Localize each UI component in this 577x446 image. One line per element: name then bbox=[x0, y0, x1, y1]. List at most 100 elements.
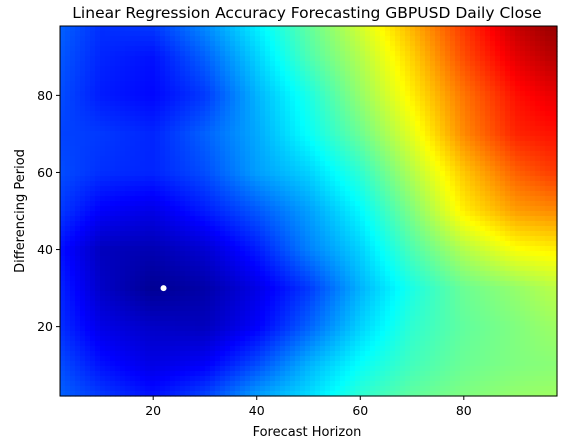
heatmap-cell bbox=[405, 166, 411, 172]
heatmap-cell bbox=[180, 41, 186, 47]
heatmap-cell bbox=[480, 111, 486, 117]
heatmap-cell bbox=[120, 151, 126, 157]
heatmap-cell bbox=[450, 51, 456, 57]
heatmap-cell bbox=[555, 196, 558, 202]
heatmap-cell bbox=[250, 141, 256, 147]
heatmap-cell bbox=[240, 156, 246, 162]
heatmap-cell bbox=[155, 186, 161, 192]
heatmap-cell bbox=[280, 156, 286, 162]
heatmap-cell bbox=[335, 81, 341, 87]
heatmap-cell bbox=[60, 86, 66, 92]
heatmap-cell bbox=[540, 231, 546, 237]
heatmap-cell bbox=[95, 246, 101, 252]
heatmap-cell bbox=[200, 111, 206, 117]
heatmap-cell bbox=[110, 266, 116, 272]
heatmap-cell bbox=[540, 46, 546, 52]
heatmap-cell bbox=[285, 216, 291, 222]
heatmap-cell bbox=[510, 31, 516, 37]
heatmap-cell bbox=[110, 101, 116, 107]
heatmap-cell bbox=[75, 131, 81, 137]
heatmap-cell bbox=[315, 91, 321, 97]
heatmap-cell bbox=[210, 51, 216, 57]
heatmap-cell bbox=[535, 31, 541, 37]
heatmap-cell bbox=[90, 56, 96, 62]
heatmap-cell bbox=[295, 26, 301, 32]
heatmap-cell bbox=[315, 126, 321, 132]
heatmap-cell bbox=[490, 271, 496, 277]
heatmap-cell bbox=[355, 186, 361, 192]
heatmap-cell bbox=[95, 216, 101, 222]
heatmap-cell bbox=[475, 31, 481, 37]
heatmap-cell bbox=[485, 151, 491, 157]
heatmap-cell bbox=[255, 256, 261, 262]
heatmap-cell bbox=[125, 256, 131, 262]
heatmap-cell bbox=[445, 131, 451, 137]
heatmap-cell bbox=[135, 136, 141, 142]
heatmap-cell bbox=[360, 236, 366, 242]
heatmap-cell bbox=[360, 191, 366, 197]
heatmap-cell bbox=[215, 96, 221, 102]
heatmap-cell bbox=[435, 86, 441, 92]
heatmap-cell bbox=[545, 106, 551, 112]
heatmap-cell bbox=[265, 71, 271, 77]
heatmap-cell bbox=[270, 206, 276, 212]
heatmap-cell bbox=[480, 146, 486, 152]
heatmap-cell bbox=[265, 266, 271, 272]
heatmap-cell bbox=[65, 86, 71, 92]
heatmap-cell bbox=[70, 96, 76, 102]
heatmap-cell bbox=[485, 111, 491, 117]
heatmap-cell bbox=[350, 216, 356, 222]
heatmap-cell bbox=[255, 271, 261, 277]
heatmap-cell bbox=[540, 56, 546, 62]
heatmap-cell bbox=[555, 131, 558, 137]
heatmap-cell bbox=[400, 161, 406, 167]
heatmap-cell bbox=[95, 41, 101, 47]
heatmap-cell bbox=[185, 156, 191, 162]
heatmap-cell bbox=[210, 176, 216, 182]
heatmap-cell bbox=[180, 146, 186, 152]
heatmap-cell bbox=[75, 76, 81, 82]
heatmap-cell bbox=[155, 66, 161, 72]
heatmap-cell bbox=[230, 226, 236, 232]
heatmap-cell bbox=[90, 261, 96, 267]
heatmap-cell bbox=[380, 171, 386, 177]
heatmap-cell bbox=[405, 41, 411, 47]
heatmap-cell bbox=[255, 91, 261, 97]
heatmap-cell bbox=[460, 191, 466, 197]
heatmap-cell bbox=[120, 121, 126, 127]
heatmap-cell bbox=[440, 261, 446, 267]
heatmap-cell bbox=[330, 221, 336, 227]
heatmap-cell bbox=[220, 106, 226, 112]
heatmap-cell bbox=[465, 96, 471, 102]
heatmap-cell bbox=[325, 36, 331, 42]
heatmap-cell bbox=[465, 31, 471, 37]
heatmap-cell bbox=[185, 46, 191, 52]
heatmap-cell bbox=[170, 191, 176, 197]
heatmap-cell bbox=[545, 41, 551, 47]
heatmap-cell bbox=[160, 241, 166, 247]
heatmap-cell bbox=[555, 136, 558, 142]
heatmap-cell bbox=[500, 181, 506, 187]
heatmap-cell bbox=[125, 71, 131, 77]
heatmap-cell bbox=[85, 36, 91, 42]
heatmap-cell bbox=[65, 261, 71, 267]
heatmap-cell bbox=[425, 96, 431, 102]
heatmap-cell bbox=[220, 111, 226, 117]
heatmap-cell bbox=[230, 166, 236, 172]
heatmap-cell bbox=[500, 171, 506, 177]
heatmap-cell bbox=[475, 146, 481, 152]
heatmap-cell bbox=[515, 61, 521, 67]
heatmap-cell bbox=[160, 46, 166, 52]
heatmap-cell bbox=[320, 31, 326, 37]
heatmap-cell bbox=[185, 31, 191, 37]
heatmap-cell bbox=[460, 216, 466, 222]
heatmap-cell bbox=[145, 201, 151, 207]
heatmap-cell bbox=[260, 111, 266, 117]
heatmap-cell bbox=[425, 66, 431, 72]
heatmap-cell bbox=[480, 71, 486, 77]
heatmap-cell bbox=[520, 61, 526, 67]
heatmap-cell bbox=[220, 146, 226, 152]
heatmap-cell bbox=[335, 71, 341, 77]
heatmap-cell bbox=[515, 131, 521, 137]
heatmap-cell bbox=[380, 241, 386, 247]
